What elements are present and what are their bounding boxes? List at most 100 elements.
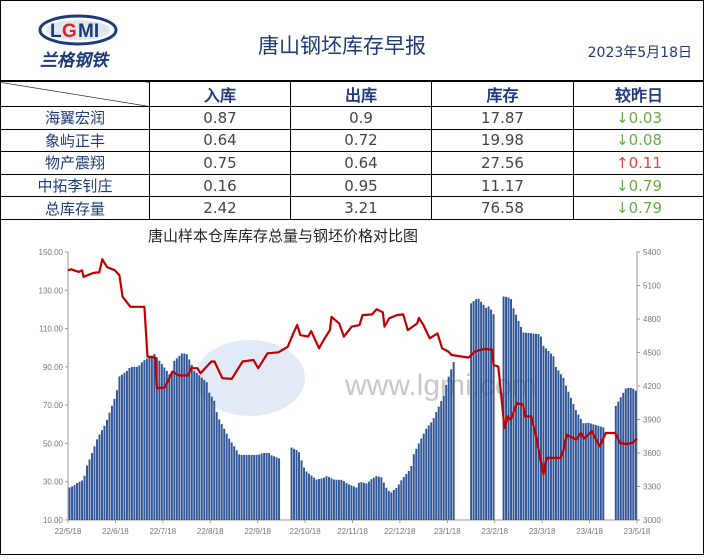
- svg-text:G: G: [62, 21, 77, 42]
- inventory-bar: [488, 306, 490, 520]
- inventory-bar: [523, 332, 525, 520]
- y-right-tick-label: 3300: [643, 483, 661, 492]
- inventory-bar: [298, 452, 300, 520]
- inventory-bar: [136, 367, 138, 520]
- inventory-bar: [308, 474, 310, 520]
- inventory-bar: [575, 410, 577, 520]
- inventory-bar: [338, 480, 340, 520]
- inventory-bar: [530, 333, 532, 520]
- inventory-bar: [256, 455, 258, 520]
- inventory-bar: [365, 483, 367, 520]
- inventory-bar: [470, 303, 472, 520]
- inventory-bar: [423, 434, 425, 520]
- inventory-bar: [318, 479, 320, 520]
- stock-value: 27.56: [432, 152, 574, 175]
- inventory-bar: [490, 310, 492, 520]
- inventory-bar: [528, 333, 530, 520]
- y-left-tick-label: 110.00: [39, 325, 63, 334]
- inventory-bar: [213, 401, 215, 520]
- inventory-bar: [620, 397, 622, 520]
- x-tick-label: 22/11/18: [337, 527, 368, 536]
- inventory-bar: [176, 358, 178, 520]
- inventory-bar: [138, 365, 140, 520]
- row-name: 中拓李钊庄: [1, 174, 150, 197]
- inventory-bar: [141, 362, 143, 520]
- inventory-bar: [316, 480, 318, 520]
- inventory-bar: [131, 367, 133, 520]
- inventory-bar: [592, 424, 594, 520]
- svg-text:兰格钢铁: 兰格钢铁: [40, 51, 111, 70]
- y-right-tick-label: 5400: [643, 248, 661, 257]
- inventory-bar: [183, 353, 185, 520]
- inventory-bar: [301, 460, 303, 520]
- inventory-bar: [118, 376, 120, 520]
- inventory-bar: [567, 392, 569, 520]
- inventory-bar: [485, 308, 487, 520]
- y-left-tick-label: 70.00: [43, 401, 64, 410]
- inventory-bar: [615, 406, 617, 520]
- inventory-bar: [555, 367, 557, 520]
- inventory-bar: [89, 460, 91, 520]
- change-value: ↓0.08: [574, 129, 704, 152]
- inventory-bar: [630, 388, 632, 520]
- inventory-bar: [378, 477, 380, 520]
- y-right-tick-label: 4200: [643, 382, 661, 391]
- inventory-bar: [565, 386, 567, 520]
- inventory-bar: [478, 299, 480, 520]
- inventory-bar: [253, 455, 255, 520]
- inventory-bar: [343, 481, 345, 520]
- inventory-bar: [218, 420, 220, 521]
- y-left-tick-label: 150.00: [39, 248, 64, 257]
- inventory-bar: [388, 491, 390, 520]
- x-tick-label: 23/4/18: [576, 527, 603, 536]
- out-value: 0.9: [291, 107, 432, 130]
- report-date: 2023年5月18日: [588, 42, 692, 62]
- inventory-bar: [368, 482, 370, 520]
- column-header-stock: 库存: [432, 82, 574, 107]
- lgmi-logo: L G MI 兰格钢铁: [36, 14, 126, 74]
- inventory-bar: [515, 315, 517, 520]
- inventory-bar: [236, 450, 238, 520]
- inventory-bar: [383, 482, 385, 520]
- x-tick-label: 22/10/18: [290, 527, 322, 536]
- inventory-bar: [291, 448, 293, 520]
- inventory-bar: [91, 453, 93, 520]
- row-name: 物产震翔: [1, 152, 150, 175]
- out-value: 0.72: [291, 129, 432, 152]
- inventory-bar: [325, 476, 327, 520]
- inventory-bar: [408, 471, 410, 520]
- inventory-bar: [542, 346, 544, 520]
- inventory-bar: [99, 434, 101, 520]
- chart-svg: www.lgmi.com10.0030.0050.0070.0090.00110…: [0, 215, 704, 555]
- inventory-bar: [525, 333, 527, 520]
- inventory-bar: [323, 478, 325, 520]
- inventory-bar: [293, 449, 295, 520]
- svg-text:L: L: [50, 21, 62, 42]
- inventory-bar: [101, 430, 103, 520]
- inventory-bar: [79, 482, 81, 520]
- inventory-bar: [418, 443, 420, 520]
- inventory-bar: [433, 418, 435, 520]
- inventory-bar: [333, 479, 335, 520]
- inventory-bar: [94, 446, 96, 520]
- inventory-bar: [355, 487, 357, 520]
- inventory-bar: [625, 388, 627, 520]
- inventory-bar: [243, 455, 245, 520]
- inventory-bar: [545, 348, 547, 520]
- inventory-bar: [453, 362, 455, 520]
- inventory-bar: [557, 371, 559, 520]
- change-value: ↑0.11: [574, 152, 704, 175]
- inventory-bar: [350, 485, 352, 520]
- y-right-tick-label: 4800: [643, 315, 661, 324]
- inventory-bar: [233, 446, 235, 520]
- inventory-bar: [443, 396, 445, 520]
- diagonal-header-cell: [1, 82, 150, 107]
- inventory-bar: [425, 429, 427, 520]
- column-header-out: 出库: [291, 82, 432, 107]
- inventory-bar: [448, 377, 450, 520]
- svg-text:MI: MI: [78, 21, 99, 42]
- y-right-tick-label: 5100: [643, 282, 661, 291]
- inventory-bar: [518, 321, 520, 520]
